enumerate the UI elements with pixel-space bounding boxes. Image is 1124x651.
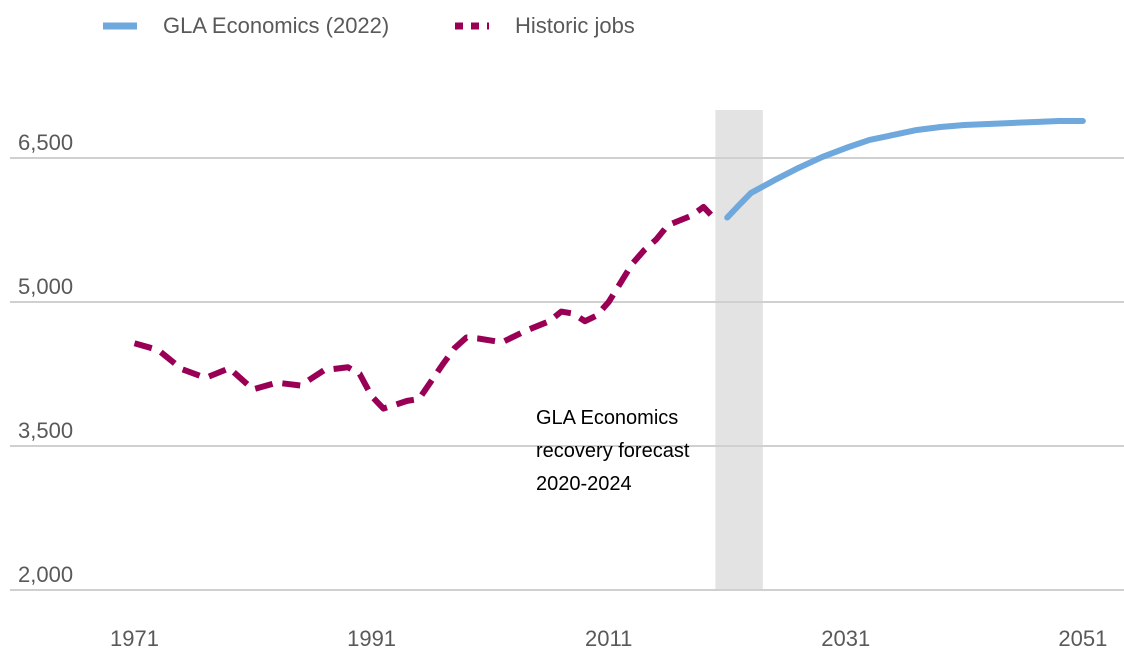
annotation: 2020-2024	[536, 473, 632, 495]
y-tick-label: 6,500	[18, 130, 73, 155]
annotation: recovery forecast	[536, 440, 690, 462]
y-tick-label: 3,500	[18, 418, 73, 443]
y-tick-label: 5,000	[18, 274, 73, 299]
x-tick-label: 2031	[821, 626, 870, 651]
annotation: GLA Economics	[536, 407, 678, 429]
x-tick-label: 2011	[585, 626, 632, 651]
forecast-band	[715, 110, 763, 590]
series-line	[133, 203, 718, 412]
legend-label: Historic jobs	[515, 13, 635, 38]
series-line	[724, 118, 1086, 221]
x-tick-label: 2051	[1058, 626, 1107, 651]
x-tick-label: 1971	[110, 626, 159, 651]
legend-label: GLA Economics (2022)	[163, 13, 389, 38]
x-tick-label: 1991	[347, 626, 396, 651]
y-tick-label: 2,000	[18, 562, 73, 587]
